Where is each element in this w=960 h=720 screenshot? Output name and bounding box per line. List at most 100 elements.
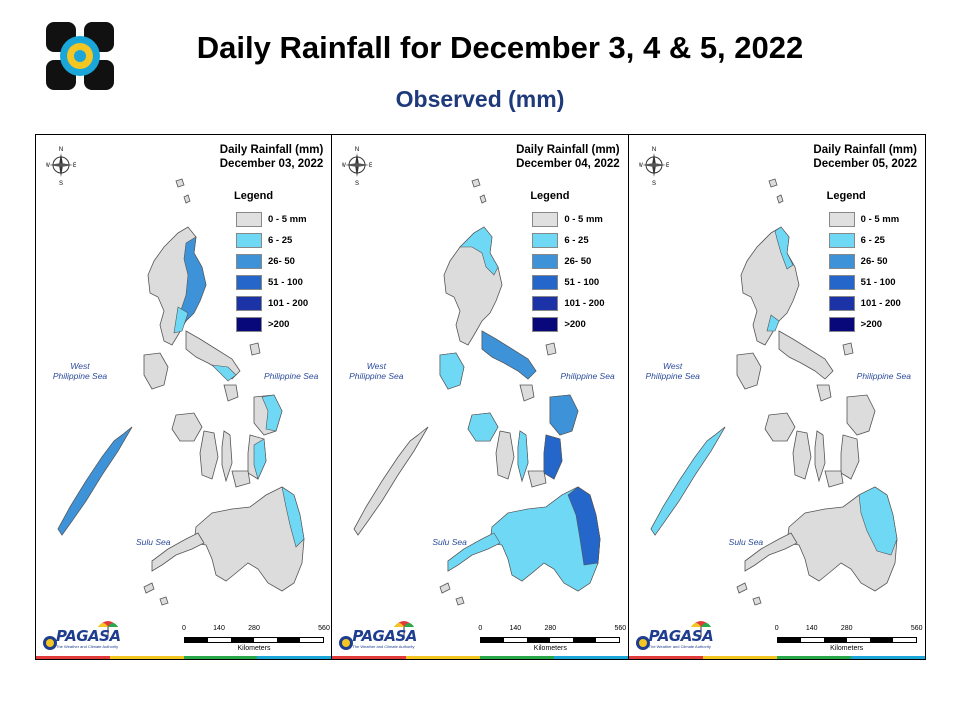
rainfall-zone [858, 486, 897, 556]
scale-tick: 140 [213, 625, 225, 632]
philippine-sea-label: Philippine Sea [264, 371, 319, 381]
pagasa-wordmark: PAGASA [352, 627, 417, 645]
scale-tick: 280 [248, 625, 260, 632]
legend-label: 0 - 5 mm [860, 214, 900, 225]
legend-item: 6 - 25 [236, 230, 308, 251]
legend-label: 51 - 100 [564, 277, 600, 288]
legend-swatch [828, 233, 855, 248]
legend-item: 101 - 200 [532, 293, 604, 314]
legend-item: 6 - 25 [532, 230, 604, 251]
island-masbate [519, 384, 535, 402]
legend-label: 6 - 25 [564, 235, 589, 246]
scale-unit: Kilometers [237, 645, 271, 652]
rainfall-zone [448, 532, 501, 572]
island-isl2 [183, 194, 191, 204]
island-masbate [223, 384, 239, 402]
scale-tick: 0 [774, 625, 779, 632]
legend-swatch [532, 317, 559, 332]
rainfall-zone [567, 486, 601, 566]
rainfall-zone [550, 394, 579, 436]
island-bohol [231, 470, 251, 488]
west-philippine-sea-label: West Philippine Sea [645, 361, 700, 381]
island-masbate [816, 384, 832, 402]
scale-unit: Kilometers [533, 645, 567, 652]
legend-swatch [828, 317, 855, 332]
sulu-sea-label: Sulu Sea [432, 537, 467, 547]
rainfall-map-panel-1: N S E W Daily Rainfall (mm) December 03,… [36, 135, 333, 659]
svg-text:N: N [651, 147, 655, 153]
footer-stripe [36, 656, 332, 659]
legend-label: 6 - 25 [268, 235, 293, 246]
legend-swatch [532, 233, 559, 248]
legend-label: 6 - 25 [860, 235, 885, 246]
panel-title: Daily Rainfall (mm) December 05, 2022 [813, 143, 917, 171]
rainfall-zone [261, 394, 283, 432]
panel-title-line1: Daily Rainfall (mm) [219, 144, 324, 156]
island-isl2 [479, 194, 487, 204]
legend-swatch [532, 296, 559, 311]
island-panay [171, 412, 203, 442]
legend-swatch [236, 233, 262, 248]
rainfall-zone [459, 226, 499, 276]
rainfall-map-panel-3: N S E W Daily Rainfall (mm) December 05,… [628, 135, 925, 659]
island-negros [792, 430, 812, 480]
philippines-map [650, 178, 898, 606]
legend-swatch [828, 296, 855, 311]
rainfall-zone [650, 426, 725, 536]
legend-title: Legend [826, 190, 866, 202]
legend-swatch [828, 212, 855, 227]
scale-tick: 560 [910, 625, 923, 632]
scale-tick: 140 [805, 625, 818, 632]
legend-item: 26- 50 [236, 251, 308, 272]
page-subtitle: Observed (mm) [395, 86, 565, 112]
panel-date: December 04, 2022 [516, 158, 620, 170]
legend-swatch [236, 317, 262, 332]
legend-item: 51 - 100 [532, 272, 604, 293]
island-isl1 [768, 178, 778, 188]
legend-label: 26- 50 [268, 256, 295, 267]
legend-label: 51 - 100 [268, 277, 303, 288]
legend-item: 26- 50 [828, 251, 901, 272]
svg-text:S: S [652, 181, 656, 187]
panel-title-line1: Daily Rainfall (mm) [813, 144, 917, 156]
panel-date: December 03, 2022 [219, 158, 324, 170]
legend-title: Legend [234, 190, 274, 202]
scale-tick: 280 [544, 625, 557, 632]
island-cebu [221, 430, 233, 483]
rainfall-zone [173, 306, 189, 334]
compass-icon: N S E W [44, 145, 77, 194]
philippines-map [353, 178, 601, 606]
pagasa-tagline: The Weather and Climate Authority [352, 644, 415, 649]
pagasa-wordmark: PAGASA [648, 627, 714, 645]
scale-unit: Kilometers [830, 645, 864, 652]
svg-text:E: E [73, 163, 76, 169]
rainfall-zone [518, 430, 529, 483]
scale-tick: 0 [182, 625, 186, 632]
rainfall-zone [468, 412, 499, 442]
legend-item: >200 [236, 314, 308, 335]
svg-text:W: W [639, 163, 643, 169]
rainfall-map-panel-2: N S E W Daily Rainfall (mm) December 04,… [332, 135, 629, 659]
rainfall-zone [766, 314, 780, 332]
rainfall-zone [179, 236, 207, 322]
pagasa-tagline: The Weather and Climate Authority [648, 644, 711, 649]
island-cebu [814, 430, 826, 483]
island-zambo [744, 532, 798, 572]
island-sulu1 [736, 582, 748, 594]
island-negros [495, 430, 515, 480]
island-mindoro [143, 352, 169, 390]
legend-label: 101 - 200 [268, 298, 309, 309]
sulu-sea-label: Sulu Sea [728, 537, 764, 547]
legend-item: 0 - 5 mm [828, 209, 901, 230]
scale-tick: 140 [509, 625, 522, 632]
philippine-sea-label: Philippine Sea [856, 371, 912, 381]
pagasa-wordmark: PAGASA [56, 627, 121, 645]
pagasa-tagline: The Weather and Climate Authority [56, 644, 119, 649]
rainfall-zone [544, 434, 563, 480]
legend-swatch [236, 296, 262, 311]
rainfall-zone [57, 426, 133, 536]
footer-stripe [332, 656, 628, 659]
island-negros [199, 430, 219, 480]
legend-item: >200 [532, 314, 604, 335]
legend-swatch [236, 254, 262, 269]
